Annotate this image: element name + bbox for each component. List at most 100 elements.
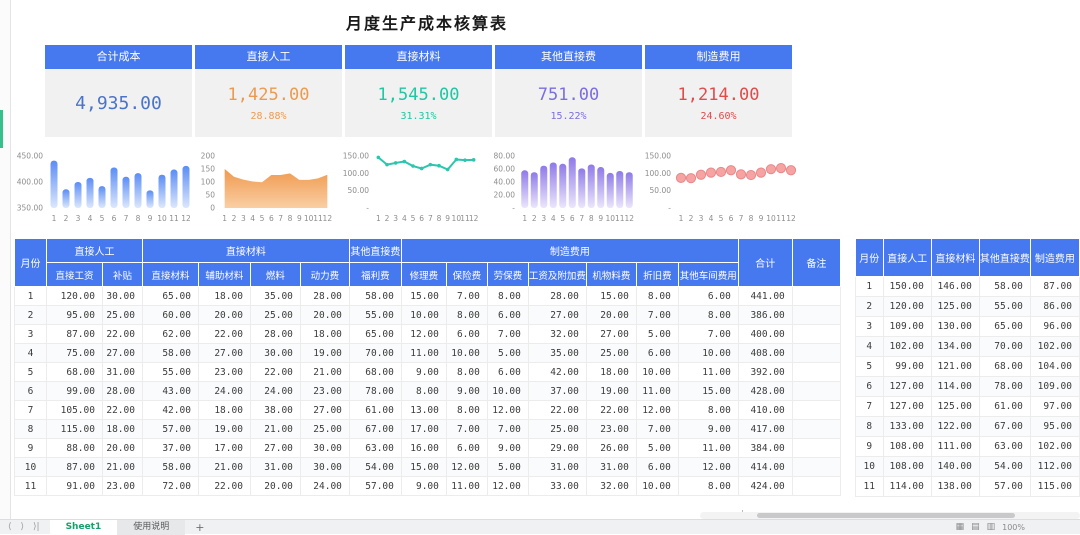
value-cell[interactable]: 32.00	[527, 324, 587, 344]
value-cell[interactable]: 150.00	[882, 276, 932, 297]
sheet-tab-Sheet1[interactable]: Sheet1	[49, 519, 118, 535]
value-cell[interactable]: 37.00	[141, 438, 199, 458]
value-cell[interactable]: 23.00	[101, 476, 143, 496]
value-cell[interactable]: 5.00	[486, 457, 529, 477]
month-cell[interactable]: 8	[855, 416, 884, 437]
column-group-header[interactable]: 月份	[14, 238, 47, 287]
value-cell[interactable]: 62.00	[141, 324, 199, 344]
value-cell[interactable]: 18.00	[299, 324, 350, 344]
value-cell[interactable]: 25.00	[585, 343, 637, 363]
month-cell[interactable]: 11	[14, 476, 47, 496]
value-cell[interactable]: 42.00	[527, 362, 587, 382]
column-header[interactable]: 折旧费	[635, 262, 679, 287]
value-cell[interactable]: 10.00	[635, 476, 679, 496]
value-cell[interactable]: 99.00	[882, 356, 932, 377]
value-cell[interactable]: 10.00	[677, 343, 739, 363]
value-cell[interactable]: 97.00	[1029, 396, 1080, 417]
column-header[interactable]: 工资及附加费	[527, 262, 587, 287]
value-cell[interactable]: 38.00	[249, 400, 301, 420]
month-cell[interactable]: 9	[855, 436, 884, 457]
value-cell[interactable]: 58.00	[141, 343, 199, 363]
month-cell[interactable]: 8	[14, 419, 47, 439]
month-cell[interactable]: 1	[855, 276, 884, 297]
column-header[interactable]: 月份	[855, 238, 884, 277]
value-cell[interactable]: 5.00	[486, 343, 529, 363]
value-cell[interactable]: 99.00	[45, 381, 103, 401]
value-cell[interactable]: 24.00	[249, 381, 301, 401]
value-cell[interactable]: 22.00	[197, 476, 251, 496]
column-header[interactable]: 直接材料	[141, 262, 199, 287]
value-cell[interactable]: 6.00	[677, 286, 739, 306]
value-cell[interactable]: 68.00	[45, 362, 103, 382]
value-cell[interactable]: 138.00	[930, 476, 980, 497]
month-cell[interactable]: 5	[14, 362, 47, 382]
month-cell[interactable]: 6	[14, 381, 47, 401]
value-cell[interactable]: 61.00	[348, 400, 402, 420]
value-cell[interactable]: 417.00	[737, 419, 793, 439]
value-cell[interactable]: 19.00	[585, 381, 637, 401]
value-cell[interactable]: 410.00	[737, 400, 793, 420]
value-cell[interactable]: 78.00	[348, 381, 402, 401]
column-header[interactable]: 制造费用	[1029, 238, 1080, 277]
column-group-header[interactable]: 备注	[791, 238, 842, 287]
value-cell[interactable]: 68.00	[348, 362, 402, 382]
month-cell[interactable]: 2	[855, 296, 884, 317]
value-cell[interactable]: 122.00	[930, 416, 980, 437]
value-cell[interactable]: 96.00	[1029, 316, 1080, 337]
value-cell[interactable]: 7.00	[486, 419, 529, 439]
value-cell[interactable]: 127.00	[882, 376, 932, 397]
zoom-level[interactable]: 100%	[1002, 522, 1025, 532]
value-cell[interactable]: 78.00	[978, 376, 1031, 397]
value-cell[interactable]: 17.00	[197, 438, 251, 458]
column-group-header[interactable]: 直接材料	[141, 238, 350, 263]
value-cell[interactable]	[791, 438, 842, 458]
value-cell[interactable]: 10.00	[486, 381, 529, 401]
value-cell[interactable]: 428.00	[737, 381, 793, 401]
value-cell[interactable]: 108.00	[882, 456, 932, 477]
value-cell[interactable]: 102.00	[1029, 436, 1080, 457]
value-cell[interactable]: 15.00	[400, 286, 447, 306]
value-cell[interactable]: 6.00	[445, 438, 488, 458]
value-cell[interactable]	[791, 419, 842, 439]
value-cell[interactable]: 7.00	[445, 286, 488, 306]
value-cell[interactable]: 400.00	[737, 324, 793, 344]
value-cell[interactable]: 21.00	[249, 419, 301, 439]
value-cell[interactable]: 120.00	[45, 286, 103, 306]
value-cell[interactable]: 6.00	[486, 305, 529, 325]
value-cell[interactable]: 37.00	[527, 381, 587, 401]
value-cell[interactable]: 109.00	[1029, 376, 1080, 397]
column-group-header[interactable]: 其他直接费	[348, 238, 402, 263]
value-cell[interactable]: 9.00	[400, 362, 447, 382]
value-cell[interactable]: 18.00	[585, 362, 637, 382]
value-cell[interactable]: 125.00	[930, 396, 980, 417]
column-header[interactable]: 燃料	[249, 262, 301, 287]
column-header[interactable]: 其他直接费	[978, 238, 1031, 277]
column-header[interactable]: 福利费	[348, 262, 402, 287]
value-cell[interactable]: 22.00	[585, 400, 637, 420]
value-cell[interactable]	[791, 343, 842, 363]
value-cell[interactable]: 70.00	[978, 336, 1031, 357]
value-cell[interactable]: 414.00	[737, 457, 793, 477]
value-cell[interactable]: 58.00	[978, 276, 1031, 297]
value-cell[interactable]	[791, 457, 842, 477]
value-cell[interactable]: 392.00	[737, 362, 793, 382]
value-cell[interactable]: 65.00	[348, 324, 402, 344]
value-cell[interactable]: 55.00	[141, 362, 199, 382]
value-cell[interactable]: 9.00	[486, 438, 529, 458]
column-header[interactable]: 动力费	[299, 262, 350, 287]
value-cell[interactable]: 33.00	[527, 476, 587, 496]
value-cell[interactable]: 27.00	[101, 343, 143, 363]
value-cell[interactable]: 102.00	[1029, 336, 1080, 357]
value-cell[interactable]: 67.00	[348, 419, 402, 439]
value-cell[interactable]: 11.00	[677, 438, 739, 458]
value-cell[interactable]: 19.00	[197, 419, 251, 439]
value-cell[interactable]: 30.00	[299, 457, 350, 477]
value-cell[interactable]: 27.00	[527, 305, 587, 325]
month-cell[interactable]: 9	[14, 438, 47, 458]
value-cell[interactable]: 28.00	[101, 381, 143, 401]
value-cell[interactable]: 13.00	[400, 400, 447, 420]
month-cell[interactable]: 3	[855, 316, 884, 337]
value-cell[interactable]: 70.00	[348, 343, 402, 363]
value-cell[interactable]	[791, 362, 842, 382]
value-cell[interactable]: 7.00	[635, 305, 679, 325]
